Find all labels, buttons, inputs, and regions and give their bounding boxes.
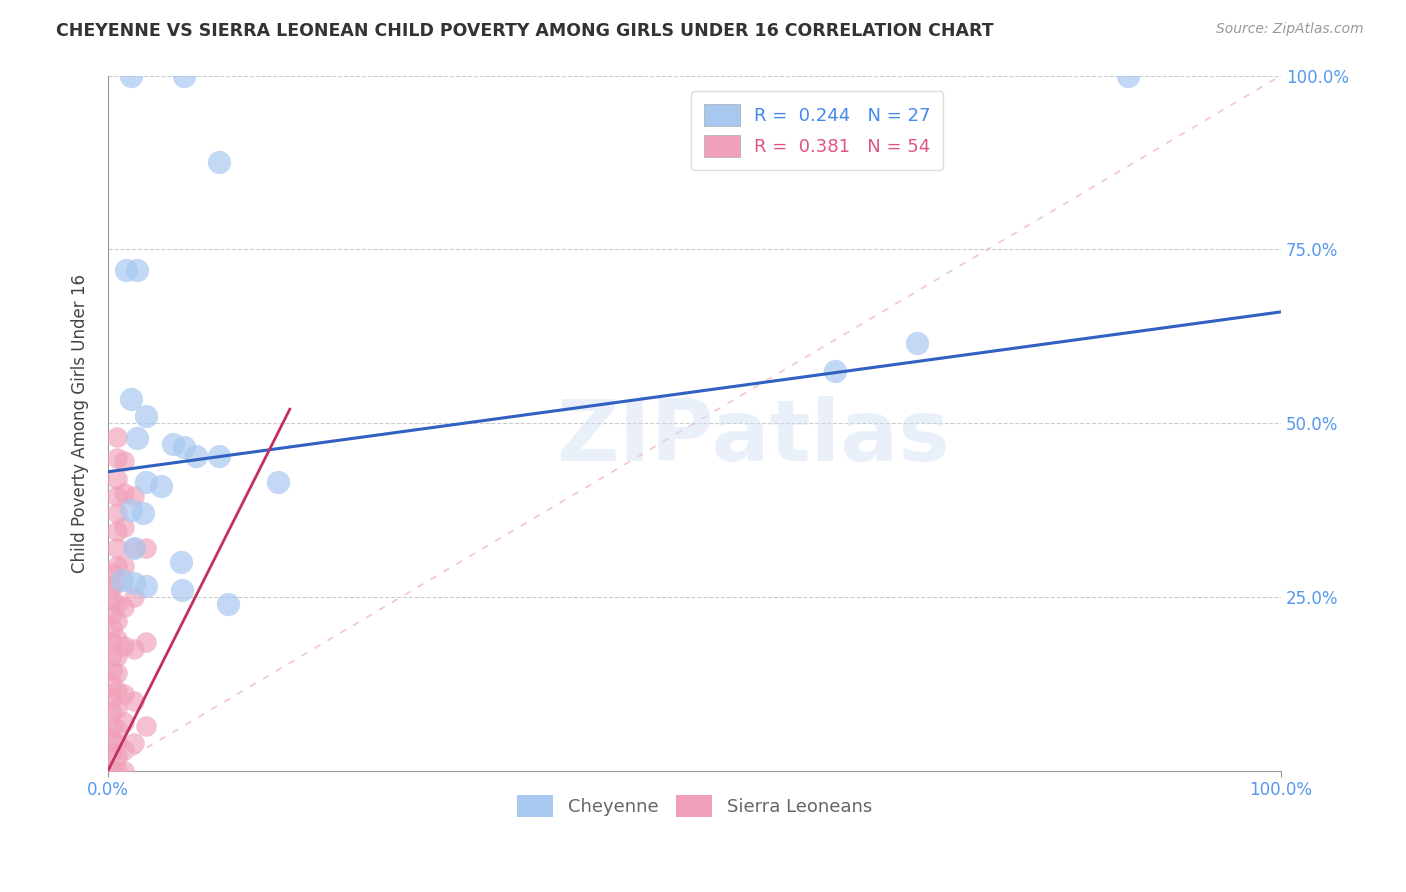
Text: ZIPatlas: ZIPatlas bbox=[557, 395, 950, 478]
Point bbox=[100, 677, 122, 691]
Point bbox=[135, 409, 157, 424]
Point bbox=[122, 736, 145, 750]
Point bbox=[100, 747, 122, 761]
Point bbox=[905, 336, 928, 351]
Point bbox=[112, 639, 135, 653]
Point bbox=[120, 503, 142, 517]
Point bbox=[105, 489, 128, 503]
Point bbox=[105, 648, 128, 663]
Point bbox=[100, 718, 122, 732]
Point bbox=[132, 507, 155, 521]
Point bbox=[173, 441, 195, 455]
Point bbox=[208, 155, 231, 169]
Point bbox=[122, 541, 145, 556]
Point bbox=[100, 621, 122, 635]
Point bbox=[105, 524, 128, 538]
Point bbox=[105, 666, 128, 681]
Point bbox=[100, 705, 122, 719]
Point bbox=[122, 642, 145, 657]
Point bbox=[135, 541, 157, 556]
Point bbox=[120, 392, 142, 406]
Point bbox=[105, 749, 128, 764]
Point bbox=[135, 475, 157, 490]
Point bbox=[208, 450, 231, 464]
Point bbox=[824, 364, 846, 378]
Text: Source: ZipAtlas.com: Source: ZipAtlas.com bbox=[1216, 22, 1364, 37]
Point bbox=[100, 648, 122, 663]
Point bbox=[127, 431, 149, 445]
Point bbox=[105, 764, 128, 778]
Point bbox=[122, 576, 145, 591]
Point bbox=[100, 732, 122, 747]
Point bbox=[184, 450, 207, 464]
Point bbox=[112, 520, 135, 534]
Point bbox=[105, 701, 128, 715]
Point bbox=[105, 722, 128, 736]
Point bbox=[105, 472, 128, 486]
Point bbox=[122, 489, 145, 503]
Point bbox=[105, 450, 128, 465]
Point bbox=[112, 600, 135, 615]
Point bbox=[111, 573, 134, 587]
Point bbox=[105, 597, 128, 611]
Point bbox=[112, 558, 135, 573]
Point bbox=[173, 69, 195, 83]
Text: CHEYENNE VS SIERRA LEONEAN CHILD POVERTY AMONG GIRLS UNDER 16 CORRELATION CHART: CHEYENNE VS SIERRA LEONEAN CHILD POVERTY… bbox=[56, 22, 994, 40]
Point bbox=[105, 558, 128, 573]
Point bbox=[100, 690, 122, 705]
Point bbox=[100, 607, 122, 622]
Point bbox=[135, 718, 157, 732]
Point bbox=[100, 566, 122, 580]
Point bbox=[100, 593, 122, 607]
Point bbox=[105, 430, 128, 444]
Point bbox=[112, 454, 135, 468]
Point bbox=[112, 743, 135, 757]
Point bbox=[122, 694, 145, 708]
Point bbox=[112, 764, 135, 778]
Point bbox=[100, 663, 122, 677]
Point bbox=[122, 541, 145, 556]
Point bbox=[135, 579, 157, 593]
Point bbox=[217, 597, 239, 611]
Point bbox=[112, 687, 135, 701]
Point bbox=[105, 683, 128, 698]
Point bbox=[120, 69, 142, 83]
Point bbox=[105, 632, 128, 646]
Point bbox=[112, 714, 135, 729]
Point bbox=[100, 635, 122, 649]
Point bbox=[100, 579, 122, 593]
Point bbox=[100, 764, 122, 778]
Legend: Cheyenne, Sierra Leoneans: Cheyenne, Sierra Leoneans bbox=[510, 788, 879, 824]
Y-axis label: Child Poverty Among Girls Under 16: Child Poverty Among Girls Under 16 bbox=[72, 274, 89, 573]
Point bbox=[112, 485, 135, 500]
Point bbox=[1118, 69, 1140, 83]
Point bbox=[105, 576, 128, 591]
Point bbox=[267, 475, 290, 490]
Point bbox=[122, 590, 145, 604]
Point bbox=[170, 555, 193, 569]
Point bbox=[105, 541, 128, 556]
Point bbox=[149, 478, 172, 492]
Point bbox=[127, 263, 149, 277]
Point bbox=[105, 614, 128, 628]
Point bbox=[162, 437, 184, 451]
Point bbox=[170, 582, 193, 597]
Point bbox=[105, 507, 128, 521]
Point bbox=[135, 635, 157, 649]
Point bbox=[114, 263, 136, 277]
Point bbox=[105, 736, 128, 750]
